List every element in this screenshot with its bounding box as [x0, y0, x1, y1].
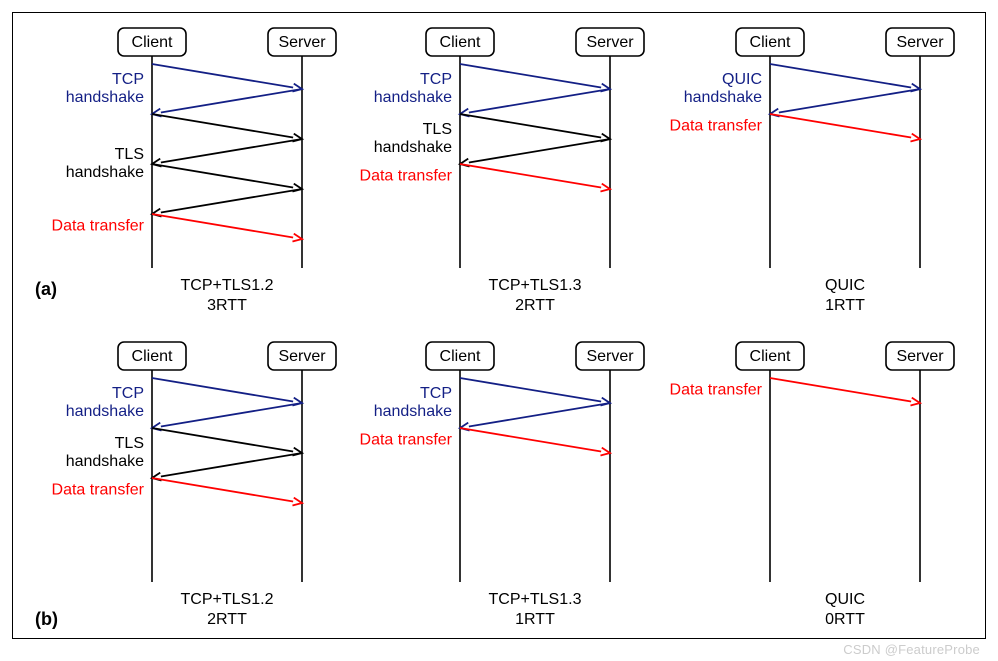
- watermark: CSDN @FeatureProbe: [843, 642, 980, 657]
